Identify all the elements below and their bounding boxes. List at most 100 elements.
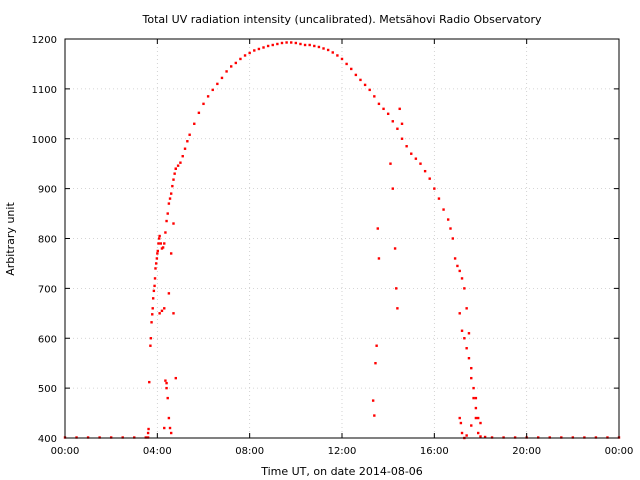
data-point [271, 43, 274, 47]
data-point [164, 379, 167, 382]
x-tick-label: 08:00 [235, 446, 264, 457]
data-point [419, 162, 422, 165]
data-point [153, 277, 157, 280]
data-point [345, 62, 348, 66]
data-point [474, 406, 478, 410]
data-point [172, 222, 175, 225]
data-point [423, 169, 427, 173]
x-tick-label: 00:00 [605, 446, 634, 457]
data-point [193, 122, 196, 125]
data-point [159, 242, 162, 245]
data-point [172, 312, 175, 315]
data-point [437, 197, 441, 200]
data-point [405, 145, 408, 148]
data-point [167, 202, 171, 205]
data-point [465, 307, 468, 310]
data-point [456, 264, 459, 268]
data-point [375, 344, 378, 347]
data-point [183, 147, 187, 150]
data-point [154, 262, 158, 265]
data-point [165, 381, 168, 385]
data-point [211, 88, 214, 92]
data-point [374, 361, 377, 365]
data-point [467, 332, 471, 335]
data-point [460, 431, 464, 435]
data-point [165, 219, 168, 223]
data-point [163, 426, 166, 430]
data-point [465, 434, 468, 437]
data-point [299, 42, 302, 46]
data-point [157, 237, 161, 240]
data-point [317, 45, 321, 49]
data-point [393, 247, 397, 250]
data-point [446, 218, 450, 221]
data-point [280, 41, 284, 45]
y-tick-label: 1000 [32, 135, 57, 146]
data-point [147, 427, 150, 431]
data-point [331, 51, 334, 54]
data-point [151, 313, 154, 316]
data-point [225, 70, 228, 73]
data-point [153, 284, 156, 288]
data-point [377, 257, 381, 260]
data-point [459, 421, 463, 425]
data-point [156, 252, 159, 255]
data-point [174, 376, 177, 380]
x-tick-label: 20:00 [512, 446, 541, 457]
data-point [154, 267, 157, 270]
data-point [164, 231, 167, 234]
data-point [257, 47, 261, 51]
data-point [160, 309, 164, 313]
data-point [152, 289, 156, 293]
data-point [158, 312, 161, 315]
data-point [396, 127, 399, 130]
data-point [377, 102, 381, 106]
data-point [474, 416, 478, 420]
data-point [479, 435, 482, 438]
data-point [326, 48, 330, 52]
data-point [463, 337, 466, 340]
data-point [230, 65, 233, 68]
data-point [373, 414, 376, 417]
data-point [322, 47, 325, 50]
data-point [470, 366, 473, 370]
data-point [433, 187, 436, 190]
data-point [161, 246, 165, 249]
data-point [169, 192, 173, 195]
data-point [168, 197, 172, 200]
x-tick-label: 00:00 [51, 446, 80, 457]
data-point [458, 269, 461, 273]
data-point [151, 297, 155, 300]
data-point [308, 43, 311, 47]
data-point [363, 83, 367, 87]
y-tick-label: 1100 [32, 85, 57, 96]
x-tick-label: 12:00 [328, 446, 357, 457]
axis-tick-labels: 400 500 600 700 800 900 1000 1100 1200 00:00 04:00… [32, 35, 634, 457]
axis-ticks [64, 38, 620, 439]
data-point [389, 162, 392, 165]
data-point [470, 424, 473, 427]
data-point [174, 167, 177, 170]
data-point [451, 237, 454, 240]
data-point [290, 41, 293, 44]
data-point [458, 416, 461, 420]
data-point [155, 257, 159, 260]
data-point [442, 208, 445, 211]
data-point [479, 421, 482, 425]
data-point [165, 386, 168, 390]
y-tick-label: 600 [38, 334, 57, 345]
data-point [169, 252, 173, 255]
data-point [336, 54, 339, 57]
data-point [368, 88, 371, 92]
data-point [476, 416, 480, 420]
data-point [172, 178, 175, 181]
data-point [472, 396, 475, 400]
data-point [386, 112, 390, 116]
data-point [156, 249, 159, 253]
chart-title: Total UV radiation intensity (uncalibrat… [142, 13, 542, 26]
x-tick-label: 16:00 [420, 446, 449, 457]
y-tick-label: 400 [38, 434, 57, 445]
data-point [359, 78, 362, 82]
data-point [354, 73, 358, 77]
